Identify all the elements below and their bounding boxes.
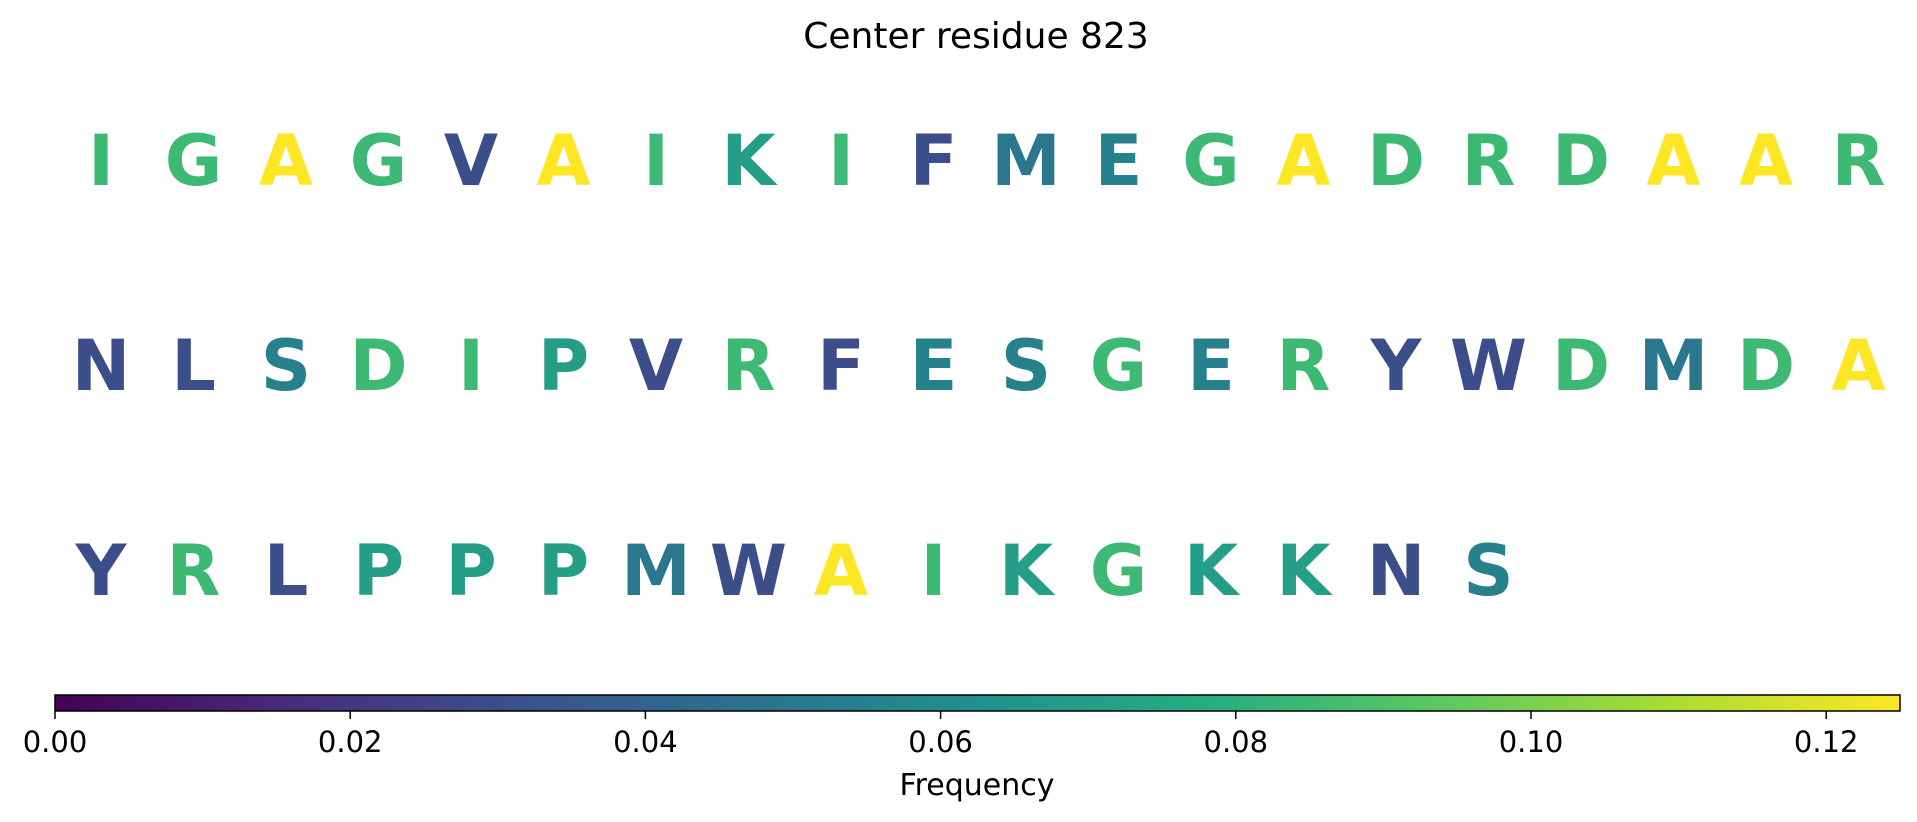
residue-e: E [1095,120,1143,202]
colorbar-gradient [54,694,1901,712]
residue-m: M [991,120,1061,202]
residue-r: R [167,530,221,612]
residue-w: W [1450,325,1527,407]
residue-p: P [538,325,589,407]
residue-w: W [710,530,787,612]
residue-k: K [721,120,778,202]
residue-i: I [88,120,114,202]
residue-d: D [1737,325,1795,407]
colorbar-tick-label: 0.04 [613,725,678,759]
colorbar-tick-label: 0.10 [1499,725,1564,759]
residue-d: D [1552,325,1610,407]
residue-k: K [1276,530,1333,612]
colorbar-tick-label: 0.02 [318,725,383,759]
residue-g: G [350,120,407,202]
residue-p: P [445,530,496,612]
residue-a: A [259,120,313,202]
residue-g: G [1090,325,1147,407]
residue-s: S [261,325,311,407]
residue-g: G [1182,120,1239,202]
residue-l: L [171,325,216,407]
residue-grid: I G A G V A I K I F M E G A D R D A A RN L S D I P V R F E S G E R Y W D M D A… [72,120,1886,612]
residue-i: I [458,325,484,407]
residue-d: D [349,325,407,407]
residue-i: I [643,120,669,202]
residue-a: A [1831,325,1885,407]
residue-y: Y [75,530,128,612]
residue-i: I [828,120,854,202]
residue-p: P [353,530,404,612]
residue-a: A [814,530,868,612]
residue-f: F [910,120,958,202]
residue-a: A [536,120,590,202]
residue-m: M [621,530,691,612]
colorbar-tick-label: 0.12 [1794,725,1859,759]
residue-i: I [920,530,946,612]
residue-m: M [1639,325,1709,407]
colorbar-tick-label: 0.06 [908,725,973,759]
colorbar-ticks: 0.00 0.02 0.04 0.06 0.08 0.10 0.12 [23,711,1859,759]
residue-e: E [910,325,958,407]
residue-f: F [817,325,865,407]
residue-v: V [444,120,498,202]
residue-a: A [1276,120,1330,202]
residue-y: Y [1370,325,1423,407]
residue-r: R [1462,120,1516,202]
colorbar-tick-label: 0.00 [23,725,88,759]
residue-r: R [1277,325,1331,407]
colorbar: 0.00 0.02 0.04 0.06 0.08 0.10 0.12 Frequency [23,694,1901,803]
residue-g: G [1090,530,1147,612]
residue-e: E [1187,325,1235,407]
residue-g: G [165,120,222,202]
residue-d: D [1552,120,1610,202]
residue-a: A [1739,120,1793,202]
residue-s: S [1001,325,1051,407]
residue-v: V [629,325,683,407]
residue-l: L [264,530,309,612]
residue-n: N [1367,530,1426,612]
residue-k: K [1184,530,1241,612]
residue-k: K [999,530,1056,612]
residue-n: N [72,325,131,407]
residue-r: R [722,325,776,407]
residue-r: R [1832,120,1886,202]
residue-s: S [1463,530,1513,612]
residue-p: P [538,530,589,612]
chart-title: Center residue 823 [803,16,1149,57]
residue-a: A [1646,120,1700,202]
colorbar-tick-label: 0.08 [1204,725,1269,759]
residue-d: D [1367,120,1425,202]
colorbar-label: Frequency [900,768,1055,803]
